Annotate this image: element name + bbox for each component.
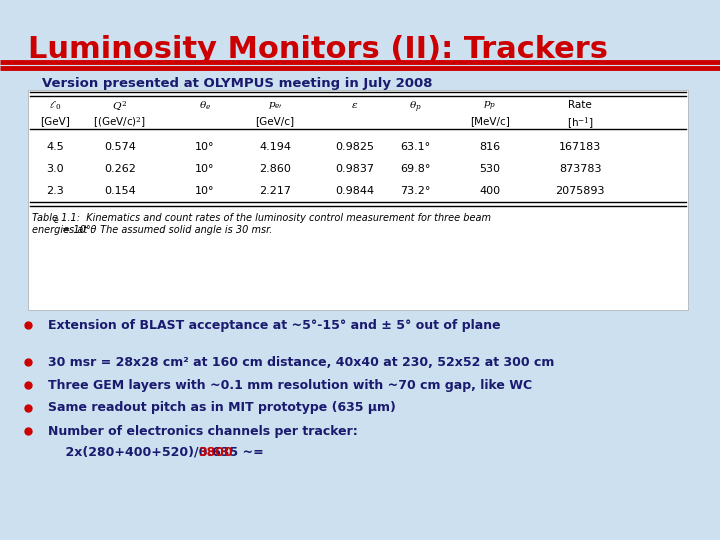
Text: 0.9844: 0.9844 [336,186,374,196]
Text: $\ell_0$: $\ell_0$ [49,100,61,112]
Text: 10°: 10° [195,164,215,174]
Text: 3.0: 3.0 [46,164,64,174]
Text: [GeV]: [GeV] [40,116,70,126]
Text: 10°: 10° [195,142,215,152]
Text: = 10°.  The assumed solid angle is 30 msr.: = 10°. The assumed solid angle is 30 msr… [59,225,272,235]
Text: 69.8°: 69.8° [400,164,430,174]
Text: 2.217: 2.217 [259,186,291,196]
Text: [GeV/c]: [GeV/c] [256,116,294,126]
Text: Three GEM layers with ~0.1 mm resolution with ~70 cm gap, like WC: Three GEM layers with ~0.1 mm resolution… [48,379,532,392]
Text: $\theta_p$: $\theta_p$ [409,100,421,115]
Text: 30 msr = 28x28 cm² at 160 cm distance, 40x40 at 230, 52x52 at 300 cm: 30 msr = 28x28 cm² at 160 cm distance, 4… [48,355,554,368]
Text: energies at θ: energies at θ [32,225,96,235]
Text: 0.154: 0.154 [104,186,136,196]
Text: $\varepsilon$: $\varepsilon$ [351,100,359,110]
Text: $p_p$: $p_p$ [483,100,497,113]
Text: 0.9825: 0.9825 [336,142,374,152]
Text: [h$^{-1}$]: [h$^{-1}$] [567,116,593,132]
Text: 2075893: 2075893 [555,186,605,196]
Text: Extension of BLAST acceptance at ~5°-15° and ± 5° out of plane: Extension of BLAST acceptance at ~5°-15°… [48,319,500,332]
Text: 816: 816 [480,142,500,152]
Text: Table 1.1:  Kinematics and count rates of the luminosity control measurement for: Table 1.1: Kinematics and count rates of… [32,213,491,223]
Text: 73.2°: 73.2° [400,186,430,196]
Text: 2.3: 2.3 [46,186,64,196]
Text: Rate: Rate [568,100,592,110]
Text: $Q^2$: $Q^2$ [112,100,127,113]
Text: 873783: 873783 [559,164,601,174]
Text: 0.574: 0.574 [104,142,136,152]
Text: 2.860: 2.860 [259,164,291,174]
Text: e: e [54,216,59,225]
Text: $p_{e\prime}$: $p_{e\prime}$ [268,100,282,111]
Text: [MeV/c]: [MeV/c] [470,116,510,126]
Text: $\theta_e$: $\theta_e$ [199,100,211,112]
Text: 400: 400 [480,186,500,196]
Text: Luminosity Monitors (II): Trackers: Luminosity Monitors (II): Trackers [28,35,608,64]
Text: 4.5: 4.5 [46,142,64,152]
Text: 0.262: 0.262 [104,164,136,174]
Text: Version presented at OLYMPUS meeting in July 2008: Version presented at OLYMPUS meeting in … [42,77,433,90]
Text: 10°: 10° [195,186,215,196]
Text: Same readout pitch as in MIT prototype (635 μm): Same readout pitch as in MIT prototype (… [48,402,396,415]
Text: 530: 530 [480,164,500,174]
Text: Number of electronics channels per tracker:: Number of electronics channels per track… [48,424,358,437]
Text: 4.194: 4.194 [259,142,291,152]
Text: 2x(280+400+520)/0.635 ~=: 2x(280+400+520)/0.635 ~= [48,446,268,458]
Text: [(GeV/c)$^2$]: [(GeV/c)$^2$] [94,116,147,131]
Text: 63.1°: 63.1° [400,142,430,152]
FancyBboxPatch shape [28,90,688,310]
Text: 3800: 3800 [198,446,233,458]
Text: 167183: 167183 [559,142,601,152]
Text: 0.9837: 0.9837 [336,164,374,174]
